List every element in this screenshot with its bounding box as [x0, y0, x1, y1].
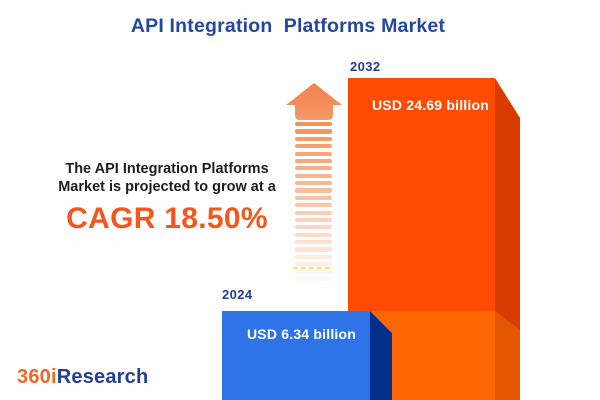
arrow-stripe	[295, 254, 332, 259]
arrow-stripe	[295, 269, 332, 274]
bar-2024	[222, 311, 370, 400]
brand-logo-research: Research	[56, 366, 149, 388]
arrow-stripe	[295, 166, 332, 171]
growth-arrow-stripes	[295, 122, 332, 284]
intro-text-block: The API Integration Platforms Market is …	[28, 160, 306, 236]
year-label-2024: 2024	[222, 287, 253, 302]
arrow-stripe	[295, 151, 332, 156]
arrow-stripe	[295, 210, 332, 215]
arrow-stripe	[295, 136, 332, 141]
arrow-stripe	[295, 129, 332, 134]
bar-2024-side-face	[370, 311, 392, 400]
arrow-stripe	[295, 122, 332, 127]
arrow-stripe	[295, 188, 332, 193]
arrow-stripe	[295, 144, 332, 149]
arrow-stripe	[295, 262, 332, 267]
arrow-stripe	[295, 181, 332, 186]
brand-logo: 360iResearch	[17, 366, 148, 389]
brand-logo-360i: 360i	[17, 366, 57, 388]
bar-value-2024: USD 6.34 billion	[247, 326, 356, 342]
cagr-value: CAGR 18.50%	[66, 202, 268, 235]
arrow-stripe	[295, 158, 332, 164]
arrow-stripe	[295, 225, 332, 230]
arrow-stripe	[295, 247, 332, 252]
arrow-stripe	[295, 203, 332, 208]
intro-line-1: The API Integration Platforms	[65, 161, 269, 177]
arrow-stripe	[295, 232, 332, 237]
page-title: API Integration Platforms Market	[130, 15, 446, 37]
arrow-stripe	[295, 217, 332, 223]
arrow-stripe	[295, 276, 332, 282]
year-label-2032: 2032	[350, 59, 381, 74]
yellow-dash-accent	[293, 267, 333, 269]
arrow-stripe	[295, 173, 332, 178]
arrow-stripe	[295, 195, 332, 200]
intro-line-2: Market is projected to grow at a	[58, 179, 276, 195]
arrow-stripe	[295, 240, 332, 245]
growth-arrow-icon	[286, 83, 342, 120]
bar-value-2032: USD 24.69 billion	[372, 97, 489, 113]
